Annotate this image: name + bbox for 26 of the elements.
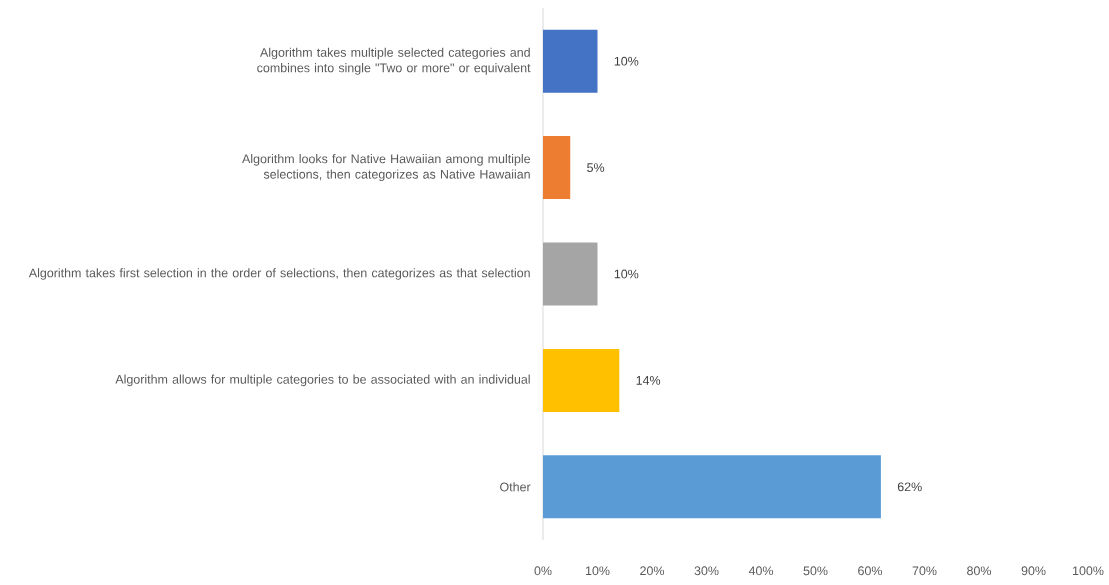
y-tick-label: Algorithm takes multiple selected categories and combines into single "Two or more" or equivalent <box>257 47 531 75</box>
data-label: 10% <box>614 56 639 66</box>
data-label: 62% <box>897 482 922 492</box>
x-tick-label: 50% <box>803 566 828 576</box>
bar <box>543 455 881 519</box>
x-tick-label: 90% <box>1021 566 1046 576</box>
x-tick-label: 30% <box>694 566 719 576</box>
y-tick-label: Algorithm allows for multiple categories to be associated with an individual <box>115 374 530 387</box>
x-tick-label: 0% <box>534 566 552 576</box>
x-tick-label: 10% <box>585 566 610 576</box>
bar <box>543 29 598 93</box>
bar <box>543 348 620 412</box>
x-tick-label: 100% <box>1073 566 1104 576</box>
x-tick-label: 80% <box>967 566 992 576</box>
data-label: 10% <box>614 269 639 279</box>
data-label: 14% <box>636 376 661 385</box>
data-label: 5% <box>587 163 605 172</box>
x-tick-label: 20% <box>640 566 665 576</box>
y-tick-label: Algorithm takes first selection in the order of selections, then categorizes as that selection <box>28 268 530 280</box>
bar <box>543 242 598 306</box>
x-tick-label: 70% <box>912 566 937 576</box>
x-tick-label: 40% <box>748 566 774 576</box>
bar <box>543 136 571 200</box>
x-tick-label: 60% <box>858 566 883 576</box>
y-tick-label: Other <box>500 482 531 492</box>
y-tick-label: Algorithm looks for Native Hawaiian among multiple selections, then categorizes as Native Hawaiian <box>242 154 531 182</box>
